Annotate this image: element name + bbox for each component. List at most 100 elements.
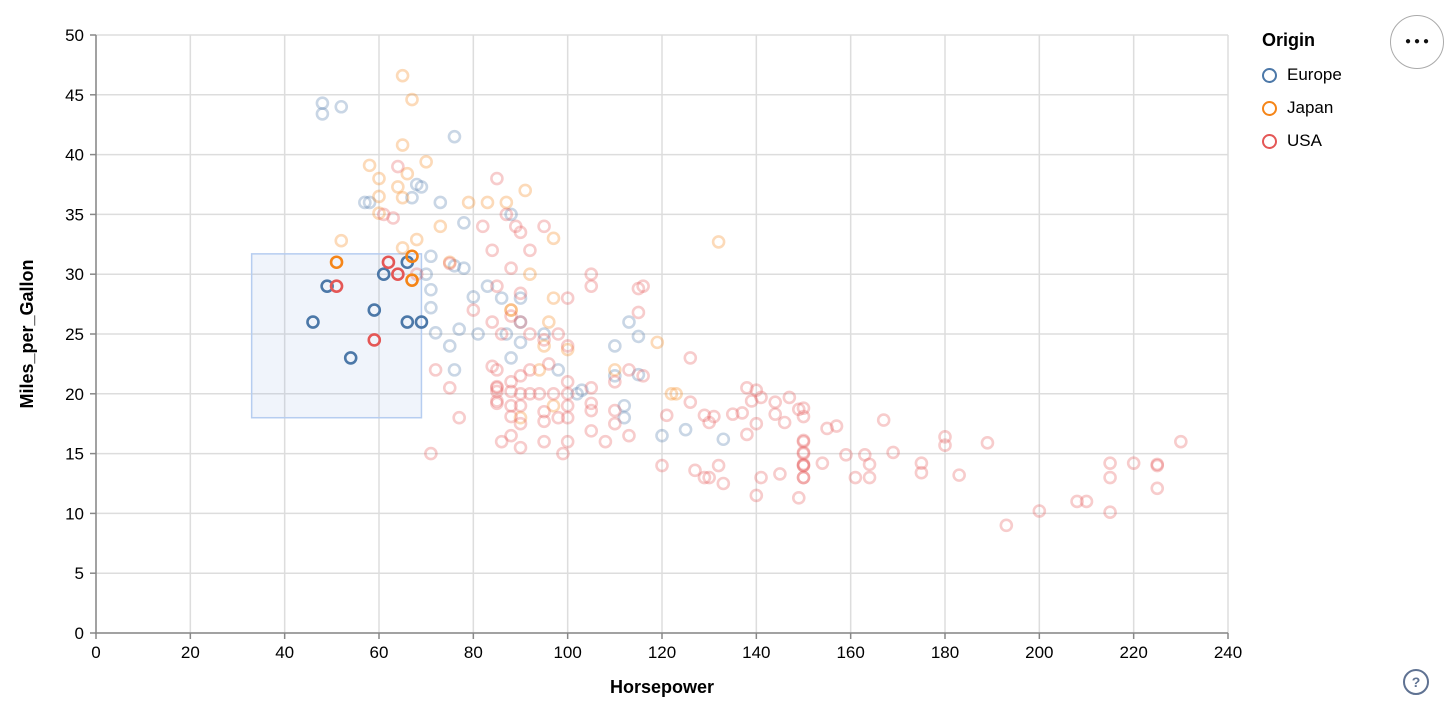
data-point-japan	[546, 398, 561, 413]
data-point-japan	[419, 154, 433, 169]
data-point-usa	[560, 410, 575, 425]
data-point-europe	[513, 291, 528, 305]
data-point-europe	[433, 195, 448, 210]
data-point-usa	[537, 219, 551, 234]
data-point-usa	[749, 383, 764, 398]
data-point-usa	[485, 315, 500, 329]
data-point-usa	[914, 456, 929, 470]
data-point-europe	[452, 322, 466, 337]
data-point-usa	[1150, 457, 1165, 472]
data-point-usa	[1032, 504, 1047, 518]
data-point-usa	[796, 401, 811, 415]
data-point-japan	[513, 410, 528, 425]
data-point-usa	[424, 446, 438, 461]
data-point-usa	[513, 416, 528, 431]
data-point-japan	[608, 363, 622, 377]
data-point-usa	[490, 394, 504, 408]
data-point-usa	[452, 410, 466, 425]
data-point-usa	[504, 428, 518, 443]
y-tick-label: 50	[65, 26, 84, 45]
y-tick-label: 45	[65, 86, 84, 105]
data-point-usa	[546, 386, 561, 401]
actions-menu-button[interactable]: ●●●	[1390, 15, 1444, 69]
data-point-japan	[532, 363, 547, 377]
data-point-usa	[655, 458, 669, 473]
data-point-japan	[518, 183, 533, 198]
data-point-usa	[560, 398, 575, 413]
data-point-japan	[650, 335, 665, 350]
data-point-usa	[608, 375, 622, 389]
data-point-usa	[796, 446, 811, 461]
data-point-usa	[631, 305, 646, 320]
data-point-usa	[749, 488, 764, 503]
data-point-europe	[631, 329, 646, 344]
data-point-usa	[504, 375, 518, 389]
data-point-usa	[537, 404, 551, 419]
x-tick-label: 100	[553, 643, 581, 662]
data-point-usa	[796, 458, 811, 473]
data-point-europe	[504, 351, 518, 365]
data-point-europe	[315, 107, 330, 121]
data-point-usa	[1103, 505, 1117, 520]
data-point-usa	[754, 390, 768, 405]
x-tick-label: 180	[931, 643, 959, 662]
y-tick-label: 40	[65, 146, 84, 165]
data-point-europe	[494, 291, 509, 305]
data-point-usa	[791, 402, 806, 417]
data-point-europe	[716, 432, 731, 447]
data-point-usa	[749, 416, 764, 431]
data-point-usa	[513, 398, 528, 413]
data-point-usa	[494, 327, 509, 341]
data-point-usa	[980, 436, 995, 450]
data-point-usa	[504, 384, 518, 399]
data-point-usa	[584, 424, 599, 438]
data-point-usa	[490, 363, 504, 377]
data-point-europe	[608, 339, 622, 353]
y-tick-label: 10	[65, 504, 84, 523]
data-point-usa	[914, 465, 929, 480]
data-point-usa	[858, 447, 872, 462]
data-point-usa	[475, 219, 490, 234]
selected-data-point-japan	[405, 273, 419, 287]
y-tick-label: 0	[75, 624, 84, 643]
legend-item-label: Japan	[1287, 98, 1334, 117]
data-point-europe	[334, 99, 349, 114]
data-point-usa	[1103, 470, 1117, 485]
data-point-usa	[702, 415, 716, 430]
data-point-usa	[740, 381, 754, 395]
data-point-usa	[636, 279, 650, 293]
data-point-usa	[485, 359, 500, 374]
legend-item-europe: Europe	[1262, 65, 1382, 85]
data-point-usa	[376, 207, 391, 222]
data-point-usa	[584, 279, 599, 293]
help-icon[interactable]: ?	[1403, 669, 1429, 695]
data-point-usa	[622, 363, 636, 377]
data-point-japan	[669, 386, 683, 401]
data-point-europe	[358, 195, 372, 210]
data-point-europe	[447, 259, 462, 273]
y-tick-label: 15	[65, 445, 84, 464]
data-point-usa	[796, 434, 811, 449]
selected-data-point-europe	[367, 303, 382, 317]
data-point-usa	[796, 458, 811, 473]
data-point-europe	[442, 339, 457, 353]
data-point-usa	[886, 445, 900, 460]
data-point-europe	[457, 261, 471, 276]
data-point-usa	[499, 207, 514, 222]
data-point-usa	[523, 327, 537, 341]
data-point-japan	[433, 219, 448, 234]
data-point-usa	[768, 395, 783, 409]
data-point-usa	[839, 447, 853, 462]
data-point-europe	[513, 315, 528, 329]
data-point-usa	[1174, 434, 1188, 449]
data-point-usa	[782, 390, 797, 405]
data-point-usa	[504, 261, 518, 276]
data-point-usa	[442, 381, 457, 395]
data-point-europe	[405, 190, 419, 205]
data-point-japan	[395, 138, 410, 152]
data-point-usa	[551, 327, 566, 341]
data-point-usa	[560, 291, 575, 305]
data-point-usa	[862, 457, 877, 472]
